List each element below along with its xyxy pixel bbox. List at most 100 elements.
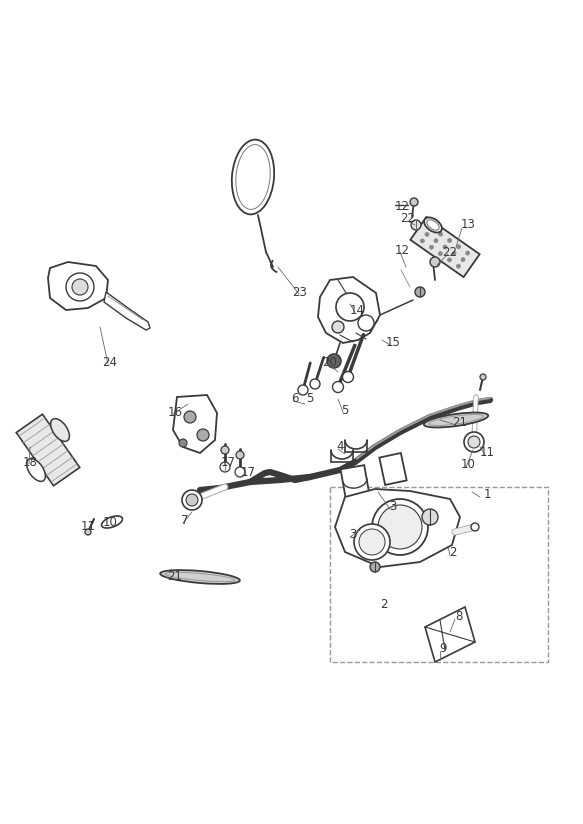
Ellipse shape [427, 220, 439, 230]
Circle shape [378, 505, 422, 549]
Circle shape [430, 226, 434, 230]
Circle shape [85, 529, 91, 535]
Text: 7: 7 [181, 514, 189, 527]
Circle shape [456, 265, 461, 268]
Circle shape [220, 462, 230, 472]
Text: 5: 5 [341, 404, 349, 416]
Polygon shape [425, 607, 475, 662]
Ellipse shape [424, 218, 442, 232]
Circle shape [443, 245, 447, 249]
Polygon shape [173, 395, 217, 453]
Text: 9: 9 [439, 643, 447, 656]
Ellipse shape [160, 570, 240, 584]
Polygon shape [410, 217, 480, 277]
Circle shape [336, 293, 364, 321]
Text: 2: 2 [449, 546, 456, 559]
Text: 17: 17 [241, 466, 255, 479]
Polygon shape [16, 414, 80, 486]
Circle shape [415, 287, 425, 297]
Circle shape [72, 279, 88, 295]
Text: 16: 16 [167, 405, 182, 419]
Circle shape [438, 232, 442, 236]
Circle shape [468, 436, 480, 448]
Circle shape [447, 258, 451, 262]
Circle shape [66, 273, 94, 301]
Text: 20: 20 [322, 355, 338, 368]
Text: 2: 2 [380, 598, 388, 611]
Polygon shape [380, 453, 407, 485]
Circle shape [342, 372, 353, 382]
Text: 24: 24 [103, 355, 118, 368]
Text: 21: 21 [167, 570, 182, 583]
Ellipse shape [101, 516, 122, 528]
Text: 12: 12 [395, 200, 409, 213]
Text: 6: 6 [292, 392, 298, 405]
Text: 21: 21 [452, 415, 468, 428]
Circle shape [235, 467, 245, 477]
Circle shape [480, 374, 486, 380]
Text: 12: 12 [395, 244, 409, 256]
Circle shape [471, 523, 479, 531]
Circle shape [310, 379, 320, 389]
Circle shape [434, 239, 438, 243]
Circle shape [359, 529, 385, 555]
Circle shape [461, 258, 465, 261]
Ellipse shape [424, 413, 488, 428]
Circle shape [456, 245, 461, 249]
Circle shape [430, 257, 440, 267]
Circle shape [358, 315, 374, 331]
Circle shape [464, 432, 484, 452]
Circle shape [448, 238, 452, 242]
Text: 18: 18 [23, 456, 37, 469]
Circle shape [327, 354, 341, 368]
Text: 8: 8 [455, 611, 463, 624]
Bar [330, 487, 548, 662]
Text: 10: 10 [461, 458, 476, 471]
Text: 23: 23 [293, 285, 307, 298]
Circle shape [430, 246, 433, 249]
Text: 13: 13 [461, 218, 476, 232]
Circle shape [466, 251, 470, 255]
Circle shape [184, 411, 196, 423]
Circle shape [298, 385, 308, 395]
Text: 11: 11 [80, 519, 96, 532]
Text: 3: 3 [389, 499, 396, 513]
Ellipse shape [27, 459, 45, 481]
Ellipse shape [165, 573, 235, 582]
Circle shape [221, 446, 229, 454]
Circle shape [186, 494, 198, 506]
Ellipse shape [236, 144, 270, 209]
Circle shape [452, 251, 456, 255]
Circle shape [179, 439, 187, 447]
Text: 1: 1 [483, 488, 491, 500]
Text: 5: 5 [306, 392, 314, 405]
Circle shape [420, 239, 424, 243]
Text: 17: 17 [220, 456, 236, 469]
Text: 10: 10 [103, 517, 117, 530]
Ellipse shape [232, 139, 274, 214]
Circle shape [370, 562, 380, 572]
Polygon shape [335, 489, 460, 567]
Text: 14: 14 [349, 303, 364, 316]
Text: 22: 22 [442, 246, 458, 259]
Circle shape [438, 251, 442, 255]
Circle shape [422, 509, 438, 525]
Circle shape [332, 382, 343, 392]
Ellipse shape [429, 414, 483, 425]
Text: 3: 3 [349, 528, 357, 541]
Circle shape [425, 232, 429, 236]
Polygon shape [318, 277, 380, 343]
Polygon shape [104, 292, 150, 330]
Text: 22: 22 [401, 213, 416, 226]
Circle shape [411, 220, 421, 230]
Circle shape [197, 429, 209, 441]
Circle shape [372, 499, 428, 555]
Polygon shape [340, 465, 370, 499]
Polygon shape [48, 262, 108, 310]
Circle shape [410, 198, 418, 206]
Circle shape [332, 321, 344, 333]
Text: 15: 15 [385, 335, 401, 349]
Circle shape [236, 451, 244, 459]
Circle shape [354, 524, 390, 560]
Text: 4: 4 [336, 441, 344, 453]
